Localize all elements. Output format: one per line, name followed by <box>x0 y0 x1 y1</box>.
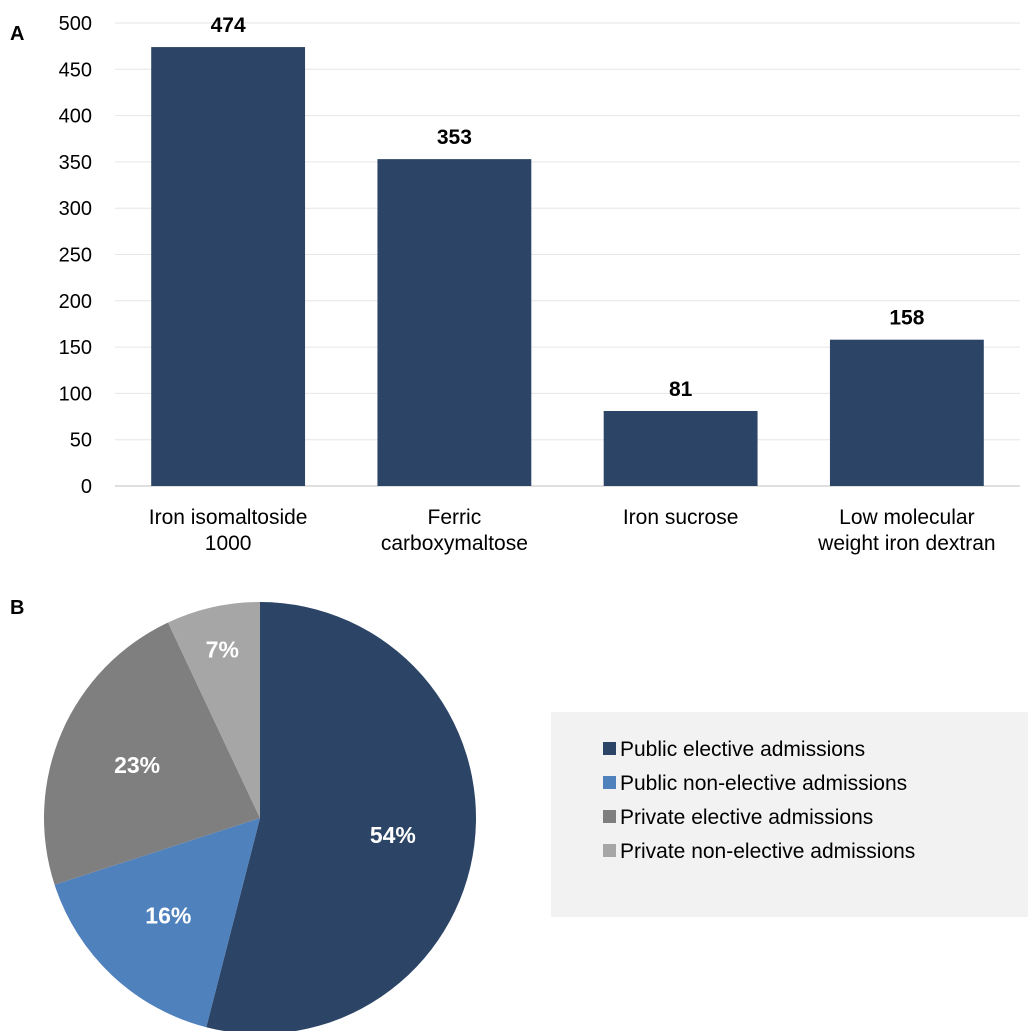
bar <box>377 159 532 486</box>
y-tick-label: 450 <box>59 59 92 81</box>
bar-data-label: 353 <box>437 126 472 149</box>
pie-slice-label: 23% <box>114 752 160 778</box>
bar-data-label: 158 <box>889 307 924 330</box>
pie-chart-legend: Public elective admissions Public non-ele… <box>551 712 1028 917</box>
bar-chart-bars <box>151 47 984 487</box>
legend-label: Private non-elective admissions <box>620 840 915 863</box>
legend-swatch <box>603 844 616 857</box>
bar-chart-y-ticks: 0 50 100 150 200 250 300 350 400 450 500 <box>59 13 92 498</box>
y-tick-label: 250 <box>59 245 92 267</box>
pie-slice <box>43 622 260 885</box>
bar <box>603 410 758 486</box>
bar-data-label: 474 <box>211 14 246 37</box>
legend-swatch <box>603 776 616 789</box>
legend-box <box>551 712 1028 917</box>
panel-a-letter: A <box>10 23 24 45</box>
pie-chart-panel: B 54% 16% 23% 7% Public elective admissions… <box>10 597 1028 1031</box>
bar <box>151 47 306 487</box>
pie-slice-label: 54% <box>370 822 416 848</box>
legend-swatch <box>603 742 616 755</box>
pie-slice-label: 16% <box>145 903 191 929</box>
bar-chart-categories: Iron isomaltoside 1000 Ferric carboxymaltos… <box>149 506 996 555</box>
y-tick-label: 300 <box>59 198 92 220</box>
bar <box>829 339 984 486</box>
legend-swatch <box>603 810 616 823</box>
y-tick-label: 150 <box>59 337 92 359</box>
y-tick-label: 100 <box>59 383 92 405</box>
y-tick-label: 0 <box>81 476 92 498</box>
category-label: Low molecular weight iron dextran <box>817 506 995 555</box>
category-label: Iron isomaltoside 1000 <box>149 506 308 555</box>
pie-chart-slice-labels: 54% 16% 23% 7% <box>114 636 416 928</box>
legend-label: Private elective admissions <box>620 806 873 829</box>
y-tick-label: 350 <box>59 152 92 174</box>
legend-label: Public non-elective admissions <box>620 772 907 795</box>
panel-b-letter: B <box>10 597 24 619</box>
y-tick-label: 400 <box>59 106 92 128</box>
legend-label: Public elective admissions <box>620 738 865 761</box>
category-label: Iron sucrose <box>623 506 739 529</box>
bar-data-label: 81 <box>669 378 693 401</box>
y-tick-label: 50 <box>70 430 92 452</box>
pie-chart-slices <box>43 602 476 1031</box>
pie-slice <box>54 818 260 1028</box>
y-tick-label: 500 <box>59 13 92 35</box>
y-tick-label: 200 <box>59 291 92 313</box>
pie-slice-label: 7% <box>206 636 239 662</box>
bar-chart-data-labels: 474 353 81 158 <box>211 14 925 401</box>
pie-slice <box>168 602 260 818</box>
bar-chart-panel: A 0 50 100 150 200 250 300 350 400 450 500 474 353 8… <box>10 13 1020 555</box>
pie-slice <box>206 602 476 1031</box>
category-label: Ferric carboxymaltose <box>381 506 528 555</box>
